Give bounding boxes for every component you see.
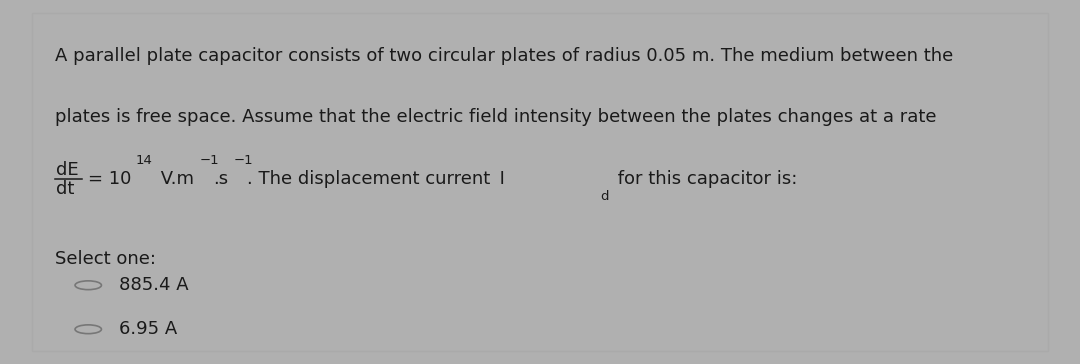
Text: A parallel plate capacitor consists of two circular plates of radius 0.05 m. The: A parallel plate capacitor consists of t…: [55, 47, 953, 64]
Text: −1: −1: [200, 154, 219, 167]
Text: −1: −1: [233, 154, 253, 167]
Text: dt: dt: [56, 180, 75, 198]
Text: 6.95 A: 6.95 A: [119, 320, 177, 338]
Text: . The displacement current  I: . The displacement current I: [246, 170, 504, 188]
Text: 885.4 A: 885.4 A: [119, 276, 188, 294]
Text: for this capacitor is:: for this capacitor is:: [612, 170, 797, 188]
Text: d: d: [599, 190, 608, 203]
Text: .s: .s: [213, 170, 228, 188]
Text: = 10: = 10: [89, 170, 132, 188]
Text: 14: 14: [136, 154, 153, 167]
Text: plates is free space. Assume that the electric field intensity between the plate: plates is free space. Assume that the el…: [55, 107, 936, 126]
Text: V.m: V.m: [156, 170, 194, 188]
Text: dE: dE: [56, 161, 79, 179]
Text: Select one:: Select one:: [55, 250, 156, 268]
